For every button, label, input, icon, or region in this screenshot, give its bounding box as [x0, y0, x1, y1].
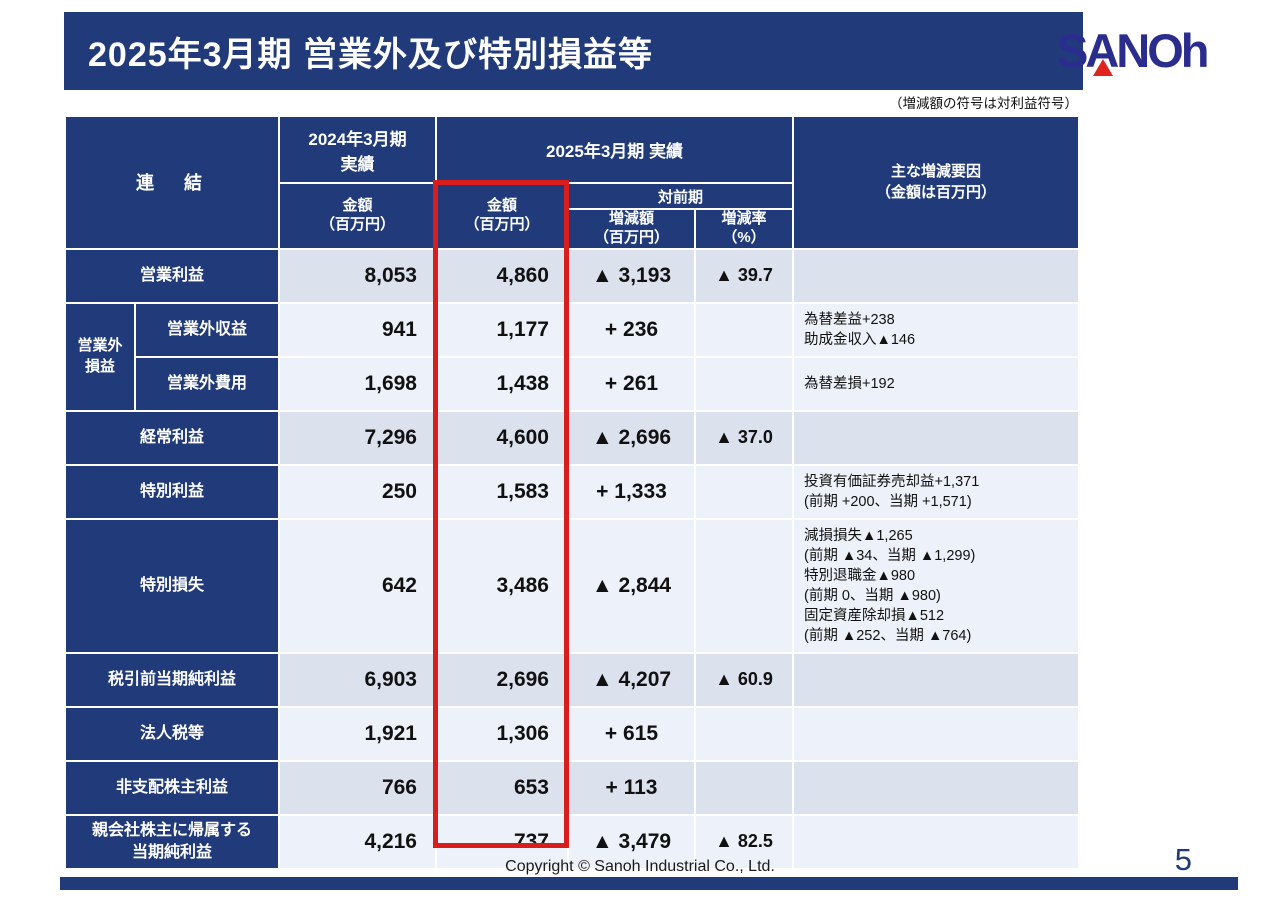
row-label: 営業外費用: [134, 355, 280, 412]
value-fy2025: 737: [435, 813, 569, 870]
value-fy2024: 766: [278, 759, 437, 816]
slide-title-bar: 2025年3月期 営業外及び特別損益等: [64, 12, 1083, 90]
value-fy2024: 8,053: [278, 247, 437, 304]
table-row: 税引前当期純利益 6,903 2,696 ▲ 4,207 ▲ 60.9: [64, 651, 1081, 708]
table-row: 営業外費用 1,698 1,438 + 261 為替差損+192: [65, 355, 1081, 412]
header-fy2025: 2025年3月期 実績: [434, 115, 795, 184]
value-change-rate: ▲ 37.0: [693, 409, 795, 466]
table-body: 営業利益 8,053 4,860 ▲ 3,193 ▲ 39.7 営業外 損益 営業外収益 94…: [64, 247, 1081, 870]
value-factors: 投資有価証券売却益+1,371 (前期 +200、当期 +1,571): [792, 463, 1081, 520]
value-factors: 為替差益+238 助成金収入▲146: [792, 301, 1081, 358]
company-logo: SANOh: [1057, 20, 1222, 82]
header-amount-2025: 金額 （百万円）: [435, 182, 569, 250]
table-row: 特別利益 250 1,583 + 1,333 投資有価証券売却益+1,371 (前期 +…: [64, 463, 1081, 520]
value-change-rate: [693, 705, 795, 762]
header-vs-previous: 対前期: [566, 182, 795, 210]
value-fy2024: 7,296: [278, 409, 437, 466]
value-fy2025: 3,486: [435, 517, 569, 654]
header-fy2024: 2024年3月期 実績: [278, 115, 437, 184]
table-row: 法人税等 1,921 1,306 + 615: [64, 705, 1081, 762]
value-change-amount: ▲ 4,207: [567, 651, 696, 708]
bottom-accent-bar: [60, 877, 1238, 890]
value-change-amount: ▲ 2,696: [567, 409, 696, 466]
row-label: 特別利益: [64, 463, 280, 520]
value-factors: [792, 651, 1081, 708]
value-change-amount: + 113: [567, 759, 696, 816]
value-fy2024: 642: [278, 517, 437, 654]
table-row: 非支配株主利益 766 653 + 113: [64, 759, 1081, 816]
row-label: 税引前当期純利益: [64, 651, 280, 708]
value-change-rate: [693, 355, 795, 412]
slide-title: 2025年3月期 営業外及び特別損益等: [88, 35, 653, 74]
table-row: 親会社株主に帰属する 当期純利益 4,216 737 ▲ 3,479 ▲ 82.5: [64, 813, 1081, 870]
value-change-rate: ▲ 39.7: [693, 247, 795, 304]
value-fy2025: 1,177: [435, 301, 569, 358]
value-change-amount: + 1,333: [567, 463, 696, 520]
value-fy2024: 6,903: [278, 651, 437, 708]
value-change-amount: ▲ 3,193: [567, 247, 696, 304]
value-change-rate: [693, 301, 795, 358]
row-label: 法人税等: [64, 705, 280, 762]
financial-table-wrapper: 連 結 2024年3月期 実績 2025年3月期 実績 主な増減要因 （金額は百…: [64, 115, 1081, 870]
header-factors: 主な増減要因 （金額は百万円）: [792, 115, 1081, 250]
value-change-rate: ▲ 82.5: [693, 813, 795, 870]
logo-red-triangle-icon: [1093, 59, 1113, 76]
page-number: 5: [1174, 842, 1192, 877]
value-change-rate: [693, 463, 795, 520]
header-change-rate: 増減率 （%）: [693, 208, 795, 250]
value-change-amount: ▲ 3,479: [567, 813, 696, 870]
table-row: 特別損失 642 3,486 ▲ 2,844 減損損失▲1,265 (前期 ▲34、当期…: [64, 517, 1081, 654]
value-factors: [792, 409, 1081, 466]
row-group-label: 営業外 損益: [64, 301, 136, 412]
value-fy2024: 1,698: [278, 355, 437, 412]
header-amount-2024: 金額 （百万円）: [278, 182, 437, 250]
financial-table: 連 結 2024年3月期 実績 2025年3月期 実績 主な増減要因 （金額は百…: [64, 115, 1081, 870]
company-logo-text: SANOh: [1057, 24, 1209, 77]
value-factors: [792, 759, 1081, 816]
value-factors: [792, 247, 1081, 304]
value-factors: [792, 813, 1081, 870]
value-fy2025: 4,860: [435, 247, 569, 304]
value-fy2024: 941: [278, 301, 437, 358]
value-fy2025: 4,600: [435, 409, 569, 466]
copyright-text: Copyright © Sanoh Industrial Co., Ltd.: [505, 858, 775, 875]
row-label: 非支配株主利益: [64, 759, 280, 816]
value-change-amount: + 236: [567, 301, 696, 358]
value-fy2024: 1,921: [278, 705, 437, 762]
row-label: 営業利益: [64, 247, 280, 304]
value-fy2025: 653: [435, 759, 569, 816]
value-factors: [792, 705, 1081, 762]
value-change-rate: [693, 517, 795, 654]
value-fy2025: 1,306: [435, 705, 569, 762]
value-fy2024: 250: [278, 463, 437, 520]
table-row: 営業外 損益 営業外収益 941 1,177 + 236 為替差益+238 助成金収入▲1…: [64, 301, 1081, 412]
header-consolidated: 連 結: [64, 115, 280, 250]
value-fy2025: 1,438: [435, 355, 569, 412]
value-factors: 為替差損+192: [792, 355, 1081, 412]
sign-convention-note: （増減額の符号は対利益符号）: [889, 96, 1078, 111]
row-label: 親会社株主に帰属する 当期純利益: [64, 813, 280, 870]
row-label: 特別損失: [64, 517, 280, 654]
value-change-amount: + 261: [567, 355, 696, 412]
header-change-amount: 増減額 （百万円）: [567, 208, 696, 250]
value-factors: 減損損失▲1,265 (前期 ▲34、当期 ▲1,299) 特別退職金▲980 …: [792, 517, 1081, 654]
value-fy2024: 4,216: [278, 813, 437, 870]
value-change-rate: ▲ 60.9: [693, 651, 795, 708]
value-change-amount: ▲ 2,844: [567, 517, 696, 654]
value-fy2025: 1,583: [435, 463, 569, 520]
value-fy2025: 2,696: [435, 651, 569, 708]
row-label: 経常利益: [64, 409, 280, 466]
value-change-amount: + 615: [567, 705, 696, 762]
table-row: 営業利益 8,053 4,860 ▲ 3,193 ▲ 39.7: [64, 247, 1081, 304]
value-change-rate: [693, 759, 795, 816]
table-row: 経常利益 7,296 4,600 ▲ 2,696 ▲ 37.0: [64, 409, 1081, 466]
row-label: 営業外収益: [134, 301, 280, 358]
